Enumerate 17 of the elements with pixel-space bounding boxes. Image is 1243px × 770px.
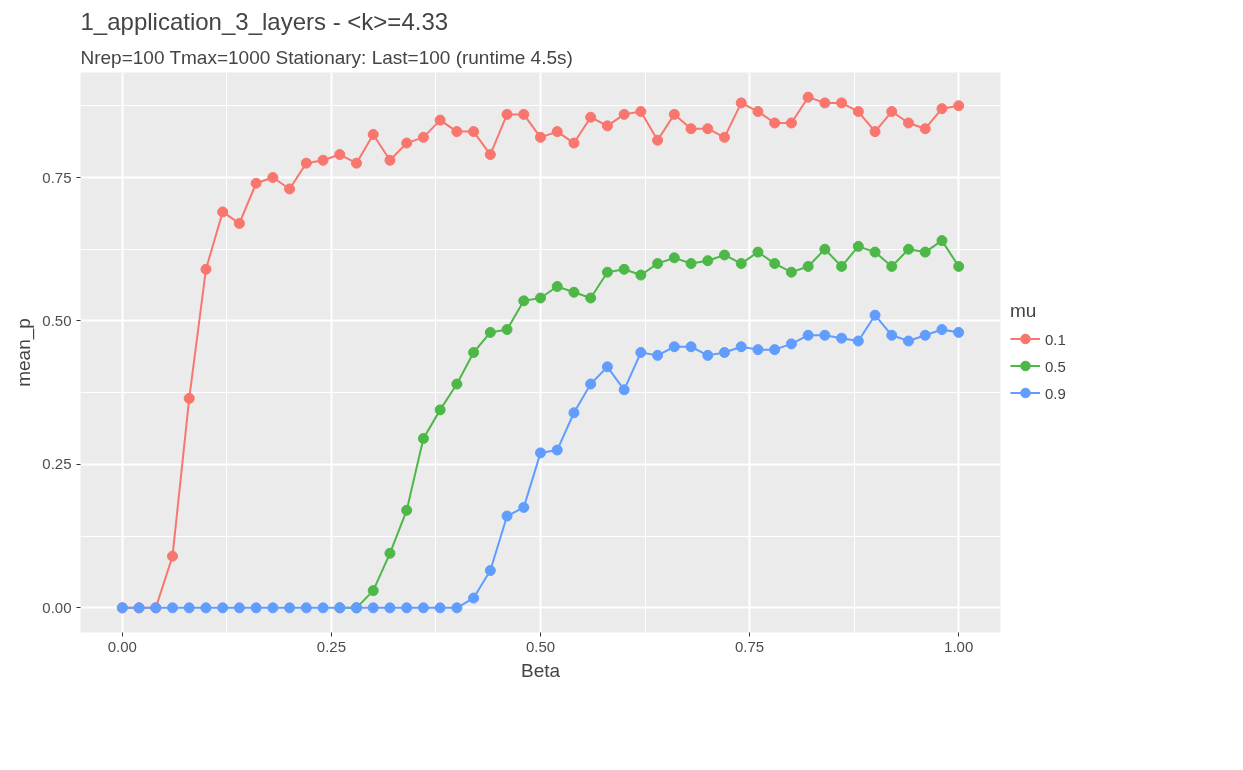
chart-subtitle: Nrep=100 Tmax=1000 Stationary: Last=100 (runtime 4.5s) — [80, 46, 573, 68]
legend-title: mu — [1010, 299, 1038, 322]
y-tick-label: 0.75 — [42, 168, 72, 186]
y-axis-title: mean_p — [13, 318, 36, 387]
x-axis-title: Beta — [520, 659, 561, 681]
y-tick-label: 0.50 — [42, 311, 72, 329]
legend-label: 0.9 — [1045, 384, 1066, 401]
x-tick-label: 0.00 — [107, 637, 137, 655]
legend-label: 0.5 — [1045, 357, 1066, 374]
y-tick-label: 0.00 — [42, 598, 72, 616]
legend-label: 0.1 — [1045, 330, 1066, 347]
x-tick-label: 0.50 — [525, 637, 556, 655]
x-tick-label: 0.75 — [734, 637, 765, 655]
x-tick-label: 0.25 — [316, 637, 347, 655]
y-tick-label: 0.25 — [42, 455, 72, 473]
chart-title: 1_application_3_layers - <k>=4.33 — [80, 7, 449, 35]
x-tick-label: 1.00 — [944, 637, 974, 655]
